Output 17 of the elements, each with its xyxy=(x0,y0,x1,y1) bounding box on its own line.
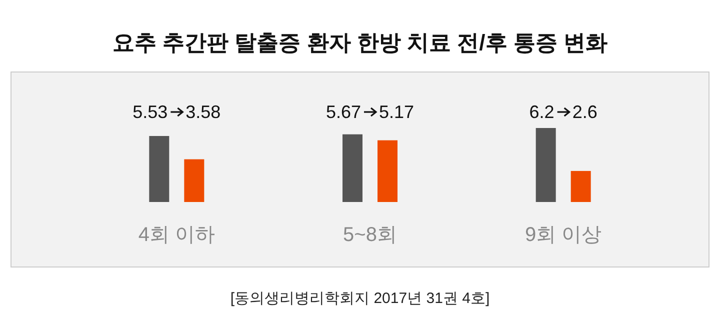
bar xyxy=(342,134,362,202)
bar xyxy=(378,140,398,202)
data-label: 3.58 xyxy=(186,102,221,122)
bar xyxy=(536,128,556,202)
bar xyxy=(570,170,591,202)
bar xyxy=(184,159,204,202)
data-label: 6.2 xyxy=(529,102,554,122)
x-tick-label: 4회 이하 xyxy=(138,224,216,246)
data-label: 5.53 xyxy=(132,102,168,122)
data-label: 5.67 xyxy=(326,102,361,122)
x-tick-label: 5~8회 xyxy=(343,224,397,246)
bar xyxy=(149,136,170,202)
data-label: 5.17 xyxy=(379,102,414,122)
chart-title: 요추 추간판 탈출증 환자 한방 치료 전/후 통증 변화 xyxy=(112,30,608,55)
x-tick-label: 9회 이상 xyxy=(524,224,602,246)
data-label: 2.6 xyxy=(572,102,598,122)
text: [동의생리병리학회지 2017년 31권 4호] xyxy=(230,290,490,307)
